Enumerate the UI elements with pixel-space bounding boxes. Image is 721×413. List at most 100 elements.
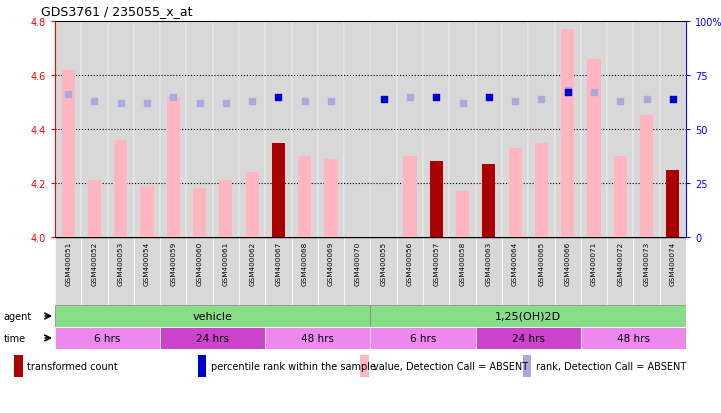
Text: transformed count: transformed count xyxy=(27,361,118,371)
Bar xyxy=(324,159,337,237)
Bar xyxy=(81,22,107,237)
Point xyxy=(430,94,442,101)
Text: 48 hrs: 48 hrs xyxy=(301,333,335,343)
Bar xyxy=(55,22,81,237)
Point xyxy=(89,98,100,105)
Text: GSM400053: GSM400053 xyxy=(118,241,124,285)
Text: vehicle: vehicle xyxy=(193,311,233,321)
Bar xyxy=(187,237,213,305)
Bar xyxy=(528,22,554,237)
Bar xyxy=(554,237,581,305)
Text: GSM400057: GSM400057 xyxy=(433,241,439,285)
Bar xyxy=(423,237,449,305)
Point xyxy=(378,96,389,103)
Bar xyxy=(193,189,206,237)
Text: GSM400072: GSM400072 xyxy=(617,241,623,285)
Bar xyxy=(114,140,128,237)
Text: GSM400052: GSM400052 xyxy=(92,241,97,285)
Bar xyxy=(607,22,634,237)
Text: 6 hrs: 6 hrs xyxy=(94,333,121,343)
Bar xyxy=(581,327,686,349)
Bar xyxy=(246,173,259,237)
Text: GSM400065: GSM400065 xyxy=(539,241,544,285)
Bar xyxy=(523,355,531,377)
Bar xyxy=(360,355,369,377)
Bar xyxy=(423,22,449,237)
Text: agent: agent xyxy=(4,311,32,321)
Bar xyxy=(265,237,291,305)
Bar xyxy=(107,237,134,305)
Point xyxy=(194,100,205,107)
Point xyxy=(247,98,258,105)
Text: GSM400060: GSM400060 xyxy=(197,241,203,285)
Bar xyxy=(535,143,548,237)
Text: GSM400070: GSM400070 xyxy=(354,241,360,285)
Point xyxy=(273,94,284,101)
Bar xyxy=(55,237,81,305)
Bar xyxy=(81,237,107,305)
Bar xyxy=(291,22,318,237)
Bar xyxy=(502,237,528,305)
Bar xyxy=(187,22,213,237)
Bar xyxy=(502,22,528,237)
Bar xyxy=(160,237,187,305)
Bar xyxy=(88,181,101,237)
Bar xyxy=(660,22,686,237)
Bar xyxy=(219,181,232,237)
Bar xyxy=(476,327,581,349)
Point xyxy=(325,98,337,105)
Bar xyxy=(476,22,502,237)
Bar xyxy=(476,237,502,305)
Text: GSM400059: GSM400059 xyxy=(170,241,177,285)
Bar xyxy=(634,22,660,237)
Bar xyxy=(160,327,265,349)
Bar xyxy=(508,149,522,237)
Bar xyxy=(298,157,311,237)
Bar xyxy=(55,327,160,349)
Text: GSM400062: GSM400062 xyxy=(249,241,255,285)
Text: GSM400063: GSM400063 xyxy=(486,241,492,285)
Text: GSM400069: GSM400069 xyxy=(328,241,334,285)
Text: GSM400058: GSM400058 xyxy=(459,241,466,285)
Bar xyxy=(640,116,653,237)
Bar xyxy=(634,237,660,305)
Bar xyxy=(403,157,417,237)
Bar xyxy=(607,237,634,305)
Bar xyxy=(528,237,554,305)
Bar xyxy=(371,305,686,327)
Bar xyxy=(213,237,239,305)
Bar xyxy=(482,165,495,237)
Point xyxy=(63,92,74,99)
Text: GSM400064: GSM400064 xyxy=(512,241,518,285)
Bar xyxy=(160,22,187,237)
Bar xyxy=(581,22,607,237)
Bar xyxy=(397,22,423,237)
Bar xyxy=(371,237,397,305)
Text: value, Detection Call = ABSENT: value, Detection Call = ABSENT xyxy=(373,361,528,371)
Bar xyxy=(272,143,285,237)
Point xyxy=(667,96,678,103)
Text: GSM400056: GSM400056 xyxy=(407,241,413,285)
Bar xyxy=(134,237,160,305)
Bar xyxy=(456,192,469,237)
Bar xyxy=(134,22,160,237)
Bar xyxy=(614,157,627,237)
Bar xyxy=(581,237,607,305)
Text: GSM400054: GSM400054 xyxy=(144,241,150,285)
Point xyxy=(562,90,573,96)
Text: GSM400061: GSM400061 xyxy=(223,241,229,285)
Point xyxy=(536,96,547,103)
Bar xyxy=(291,237,318,305)
Text: percentile rank within the sample: percentile rank within the sample xyxy=(211,361,376,371)
Bar xyxy=(449,237,476,305)
Point xyxy=(456,100,468,107)
Text: GSM400068: GSM400068 xyxy=(302,241,308,285)
Point xyxy=(299,98,311,105)
Text: GSM400073: GSM400073 xyxy=(644,241,650,285)
Text: GSM400074: GSM400074 xyxy=(670,241,676,285)
Bar xyxy=(318,22,344,237)
Point xyxy=(404,94,416,101)
Text: 24 hrs: 24 hrs xyxy=(196,333,229,343)
Point xyxy=(115,100,126,107)
Bar xyxy=(14,355,23,377)
